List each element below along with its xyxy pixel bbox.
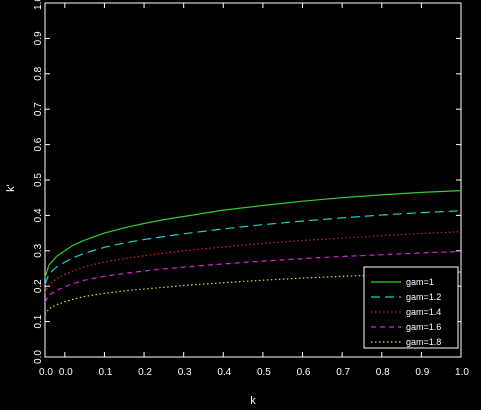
x-tick-label: 0.9 — [415, 367, 429, 378]
y-tick-label: 0.3 — [33, 243, 44, 257]
x-tick-label: 0.3 — [178, 367, 192, 378]
legend-label: gam=1.8 — [406, 337, 441, 347]
x-tick-label: 0.2 — [138, 367, 152, 378]
series-line-2 — [44, 210, 462, 285]
series-line-1 — [44, 190, 462, 278]
legend: gam=1 gam=1.2 gam=1.4 gam=1.6 gam=1.8 — [363, 266, 459, 349]
legend-label: gam=1 — [406, 277, 434, 287]
y-tick-label: 0.6 — [33, 137, 44, 151]
y-tick-label: 0.1 — [33, 314, 44, 328]
series-lines — [44, 190, 462, 315]
series-line-4 — [44, 250, 462, 303]
x-tick-label: 0.7 — [336, 367, 350, 378]
x-tick-label: 0.4 — [217, 367, 231, 378]
x-tick-label: 0.5 — [257, 367, 271, 378]
x-axis: 0.0 0.0 0.1 0.2 0.3 0.4 0.5 0.6 0.7 0.8 0.9 1.0 — [39, 3, 469, 378]
x-tick-label: 0.8 — [376, 367, 390, 378]
x-tick-label: 0.0 — [39, 367, 53, 378]
y-axis-label: k' — [5, 184, 17, 192]
y-axis: 0.0 0.1 0.2 0.3 0.4 0.5 0.6 0.7 0.8 0.9 1.0 — [33, 0, 461, 364]
y-tick-label: 0.9 — [33, 31, 44, 45]
y-tick-label: 0.7 — [33, 102, 44, 116]
legend-label: gam=1.6 — [406, 322, 441, 332]
legend-label: gam=1.4 — [406, 307, 441, 317]
series-line-3 — [44, 231, 462, 294]
y-tick-label: 0.4 — [33, 208, 44, 222]
x-axis-label: k — [250, 395, 256, 407]
x-tick-label: 0.0 — [59, 367, 73, 378]
x-tick-label: 1.0 — [455, 367, 469, 378]
x-tick-label: 0.1 — [98, 367, 112, 378]
legend-box — [363, 266, 459, 349]
x-tick-label: 0.6 — [297, 367, 311, 378]
y-tick-label: 0.0 — [33, 350, 44, 364]
legend-label: gam=1.2 — [406, 292, 441, 302]
y-tick-label: 0.5 — [33, 173, 44, 187]
y-tick-label: 0.8 — [33, 66, 44, 80]
y-tick-label: 1.0 — [33, 0, 44, 10]
y-tick-label: 0.2 — [33, 279, 44, 293]
